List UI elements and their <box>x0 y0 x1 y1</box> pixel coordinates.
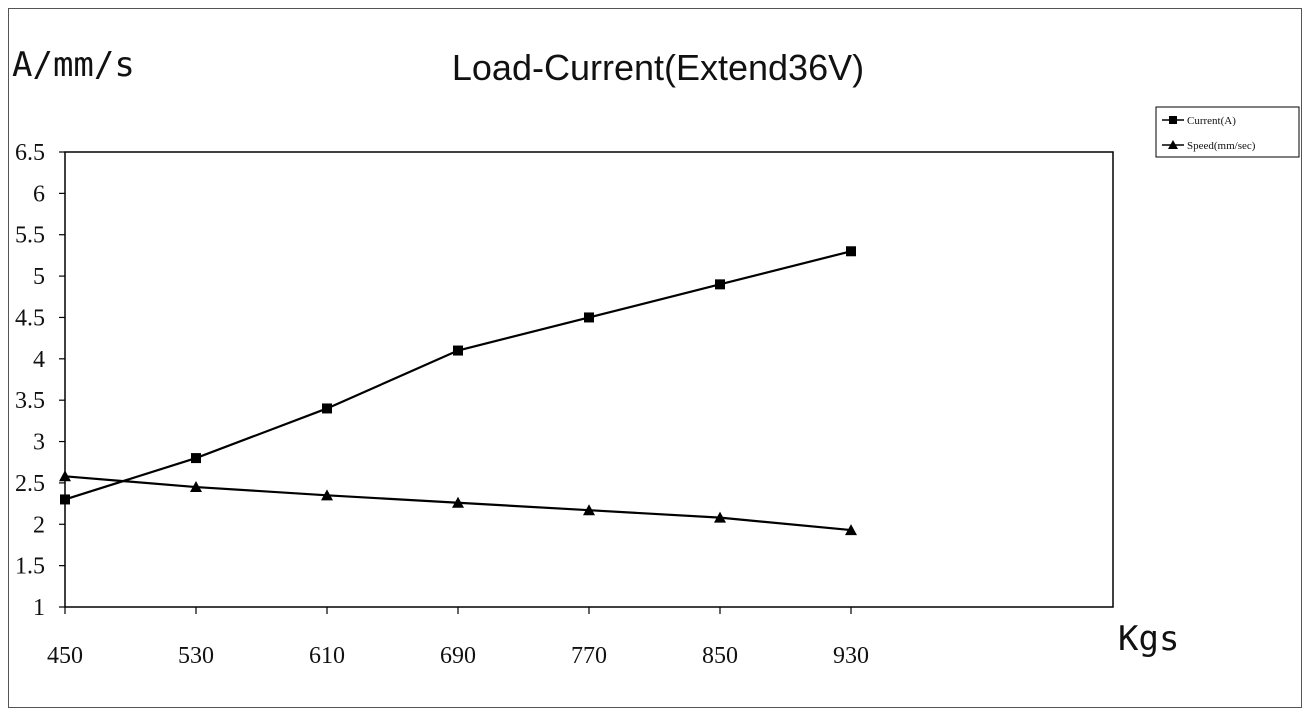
data-point-speed <box>190 481 202 493</box>
data-point-speed <box>714 511 726 523</box>
y-tick-label: 3.5 <box>15 388 45 414</box>
y-tick-label: 3 <box>33 430 45 456</box>
data-point-current <box>60 494 70 505</box>
chart-frame <box>8 8 1302 708</box>
y-tick-label: 5 <box>33 264 45 290</box>
legend-label-speed: Speed(mm/sec) <box>1187 140 1256 152</box>
legend-label-current: Current(A) <box>1187 115 1236 127</box>
x-tick-label: 930 <box>833 643 869 669</box>
x-tick-label: 450 <box>47 643 83 669</box>
y-tick-label: 1.5 <box>15 554 45 580</box>
data-point-current <box>191 453 201 464</box>
x-tick-label: 690 <box>440 643 476 669</box>
chart-title: Load-Current(Extend36V) <box>452 47 864 88</box>
y-tick-label: 2.5 <box>15 471 45 497</box>
data-point-speed <box>845 524 857 536</box>
data-point-current <box>453 345 463 356</box>
legend: Current(A) Speed(mm/sec) <box>1155 106 1300 158</box>
x-axis-label: Kgs <box>1118 619 1179 659</box>
y-tick-label: 4.5 <box>15 305 45 331</box>
x-tick-label: 610 <box>309 643 345 669</box>
data-point-current <box>846 246 856 257</box>
x-tick-label: 850 <box>702 643 738 669</box>
data-point-speed <box>452 496 464 508</box>
x-tick-label: 530 <box>178 643 214 669</box>
x-axis-ticks: 450 530 610 690 770 850 930 <box>47 607 869 669</box>
y-tick-label: 2 <box>33 512 45 538</box>
y-axis-ticks: 1 1.5 2 2.5 3 3.5 4 4.5 5 5.5 6 6.5 <box>15 140 65 621</box>
data-point-speed <box>321 489 333 501</box>
data-point-speed <box>583 504 595 516</box>
y-axis-label: A/mm/s <box>12 45 135 85</box>
legend-square-marker-icon <box>1169 116 1177 124</box>
series-line-current <box>64 250 852 501</box>
y-tick-label: 4 <box>33 347 45 373</box>
y-tick-label: 6.5 <box>15 140 45 166</box>
data-point-speed <box>59 470 71 482</box>
series-layer <box>59 246 857 536</box>
x-tick-label: 770 <box>571 643 607 669</box>
data-point-current <box>584 312 594 323</box>
plot-area <box>64 151 1114 608</box>
y-tick-label: 6 <box>33 181 45 207</box>
y-tick-label: 5.5 <box>15 223 45 249</box>
data-point-current <box>715 279 725 290</box>
y-tick-label: 1 <box>33 595 45 621</box>
data-point-current <box>322 403 332 414</box>
legend-triangle-marker-icon <box>1168 140 1178 149</box>
legend-box <box>1155 106 1300 158</box>
